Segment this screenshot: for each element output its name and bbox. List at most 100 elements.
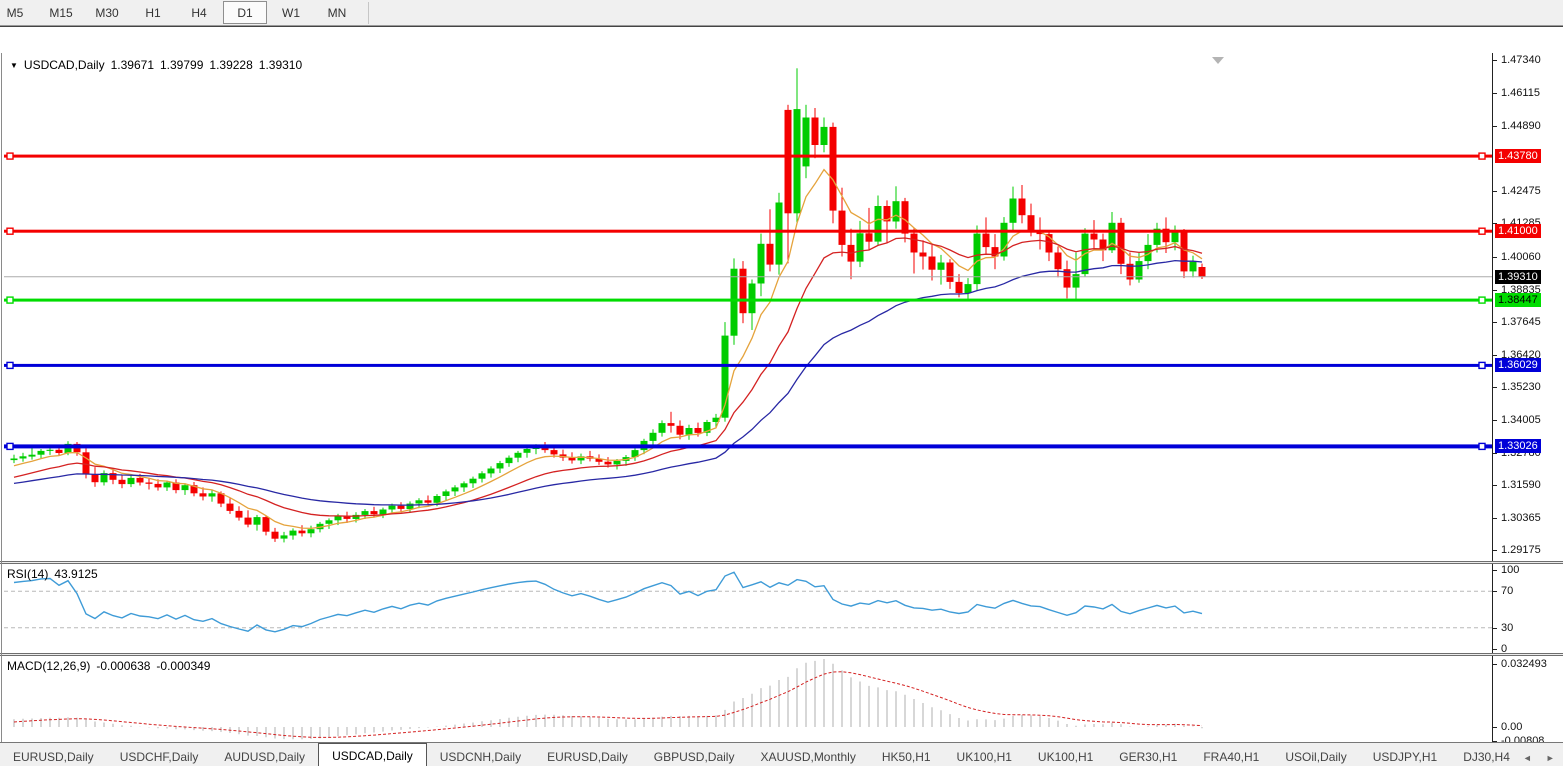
- tab-EURUSD-Daily-5[interactable]: EURUSD,Daily: [547, 750, 628, 764]
- tabs-scroll-left[interactable]: ◄: [1522, 753, 1532, 763]
- rsi-tick: 30: [1501, 621, 1514, 634]
- timeframe-H1[interactable]: H1: [145, 5, 161, 20]
- line-handle: [6, 296, 14, 304]
- timeframe-MN[interactable]: MN: [327, 5, 347, 20]
- candle: [865, 207, 873, 251]
- hline-1.41[interactable]: [4, 227, 1492, 235]
- tab-XAUUSD-Monthly-7[interactable]: XAUUSD,Monthly: [760, 750, 856, 764]
- price-badge-1.43780: 1.43780: [1495, 149, 1541, 164]
- candle: [487, 466, 495, 478]
- candle: [1027, 203, 1035, 237]
- macd-panel[interactable]: MACD(12,26,9) -0.000638 -0.000349: [0, 656, 1492, 745]
- ohlc-close: 1.39310: [258, 58, 303, 72]
- line-handle: [6, 361, 14, 370]
- line-handle: [6, 227, 14, 235]
- tab-EURUSD-Daily-0[interactable]: EURUSD,Daily: [13, 750, 94, 764]
- timeframe-W1[interactable]: W1: [282, 5, 300, 20]
- candle: [19, 452, 27, 462]
- macd-tick: 0.00: [1501, 721, 1523, 733]
- timeframe-M5[interactable]: M5: [6, 5, 24, 20]
- axis-tick-mark: [1493, 321, 1497, 323]
- hline-1.33026[interactable]: [4, 442, 1492, 451]
- candle: [775, 192, 783, 275]
- hline-1.36029[interactable]: [4, 361, 1492, 370]
- timeframe-toolbar: M5 M15 M30 H1 H4 D1 W1 MN: [0, 0, 1563, 26]
- axis-tick-mark: [1493, 550, 1497, 552]
- candle: [667, 411, 675, 433]
- rsi-chart[interactable]: [0, 564, 1492, 653]
- one-click-trading-icon[interactable]: ▼: [10, 60, 18, 70]
- price-panel[interactable]: ▼ USDCAD,Daily 1.39671 1.39799 1.39228 1…: [0, 53, 1492, 561]
- candle: [496, 460, 504, 473]
- hline-1.4378[interactable]: [4, 152, 1492, 160]
- candle: [937, 254, 945, 285]
- ohlc-open: 1.39671: [110, 58, 154, 72]
- tab-USOil-Daily-13[interactable]: USOil,Daily: [1285, 750, 1347, 764]
- tabs-scroll-right[interactable]: ►: [1545, 753, 1555, 763]
- macd-signal-line: [13, 671, 1203, 738]
- hline-1.38447[interactable]: [4, 296, 1492, 304]
- price-badge-1.38447: 1.38447: [1495, 293, 1541, 308]
- panel-splitter[interactable]: [0, 561, 1563, 564]
- candle: [586, 450, 594, 462]
- tab-GER30-H1-11[interactable]: GER30,H1: [1119, 750, 1178, 764]
- candle: [1063, 260, 1071, 299]
- price-axis[interactable]: 1.473401.461151.448901.424751.412851.400…: [1492, 53, 1563, 747]
- tab-USDCNH-Daily-4[interactable]: USDCNH,Daily: [439, 750, 522, 764]
- price-tick: 1.30365: [1501, 512, 1541, 525]
- tab-UK100-H1-9[interactable]: UK100,H1: [956, 750, 1012, 764]
- axis-tick-mark: [1493, 627, 1497, 629]
- axis-tick-mark: [1493, 223, 1497, 225]
- candle: [118, 474, 126, 489]
- price-tick: 1.47340: [1501, 53, 1541, 66]
- candle: [37, 449, 45, 459]
- axis-tick-mark: [1493, 741, 1497, 742]
- candle: [361, 509, 369, 519]
- candle: [424, 495, 432, 506]
- tab-FRA40-H1-12[interactable]: FRA40,H1: [1203, 750, 1260, 764]
- price-tick: 1.46115: [1501, 87, 1540, 100]
- candle: [28, 446, 36, 460]
- axis-tick-mark: [1493, 354, 1497, 356]
- candle: [298, 525, 306, 537]
- candle: [190, 482, 198, 497]
- tab-DJ30-H4-15[interactable]: DJ30,H4: [1463, 750, 1510, 764]
- timeframe-M30[interactable]: M30: [95, 5, 119, 20]
- price-tick: 1.31590: [1501, 479, 1541, 492]
- price-chart[interactable]: [0, 53, 1492, 561]
- line-handle: [1478, 361, 1486, 370]
- candle: [280, 531, 288, 543]
- chart-shift-marker[interactable]: [1212, 57, 1224, 64]
- candle: [271, 527, 279, 542]
- candle: [352, 512, 360, 523]
- tab-GBPUSD-Daily-6[interactable]: GBPUSD,Daily: [653, 750, 735, 764]
- tab-AUDUSD-Daily-2[interactable]: AUDUSD,Daily: [224, 750, 306, 764]
- tab-USDCAD-Daily-3[interactable]: USDCAD,Daily: [318, 743, 427, 766]
- macd-chart[interactable]: [0, 656, 1492, 745]
- candle: [1117, 217, 1125, 275]
- candle: [955, 274, 963, 298]
- tab-UK100-H1-10[interactable]: UK100,H1: [1037, 750, 1094, 764]
- tab-USDCHF-Daily-1[interactable]: USDCHF,Daily: [119, 750, 199, 764]
- tab-USDJPY-H1-14[interactable]: USDJPY,H1: [1372, 750, 1438, 764]
- timeframe-H4[interactable]: H4: [191, 5, 207, 20]
- rsi-panel[interactable]: RSI(14) 43.9125: [0, 564, 1492, 653]
- axis-tick-mark: [1493, 570, 1497, 571]
- price-tick: 1.29175: [1501, 544, 1541, 557]
- candle: [469, 476, 477, 488]
- panel-splitter[interactable]: [0, 653, 1563, 656]
- timeframe-D1[interactable]: D1: [223, 1, 267, 24]
- timeframe-M15[interactable]: M15: [49, 5, 73, 20]
- candle: [1090, 220, 1098, 251]
- tab-HK50-H1-8[interactable]: HK50,H1: [881, 750, 931, 764]
- macd-tick: 0.032493: [1501, 658, 1547, 670]
- candle: [694, 422, 702, 437]
- line-handle: [1478, 296, 1486, 304]
- axis-tick-mark: [1493, 664, 1497, 665]
- candle: [1189, 255, 1197, 278]
- axis-tick-mark: [1493, 453, 1497, 455]
- axis-tick-mark: [1493, 256, 1497, 258]
- candle: [982, 217, 990, 254]
- candle: [595, 454, 603, 465]
- candle: [10, 454, 18, 464]
